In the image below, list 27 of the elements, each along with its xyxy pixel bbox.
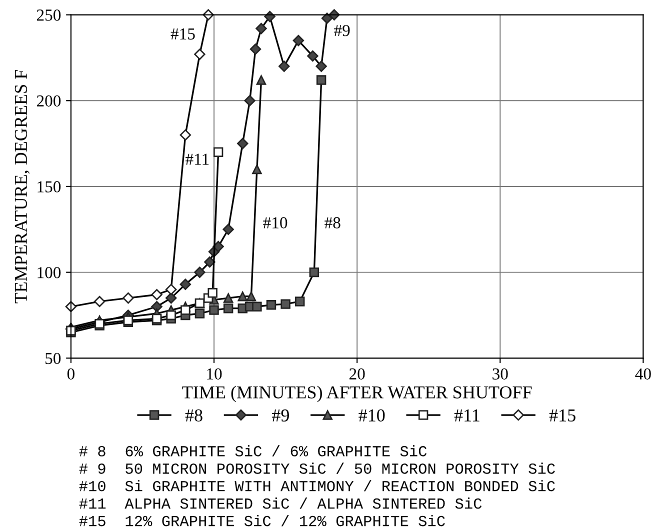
text: #15 12% GRAPHITE SiC / 12% GRAPHITE SiC <box>79 515 445 526</box>
legend-label: #10 <box>358 409 385 422</box>
legend-label: #9 <box>272 409 289 422</box>
text: #11 <box>186 154 209 165</box>
text: #10 Si GRAPHITE WITH ANTIMONY / REACTION BONDED SiC <box>79 480 555 492</box>
y-tick-label: 100 <box>38 267 61 278</box>
legend-label: #11 <box>454 409 480 422</box>
x-axis-title: TIME (MINUTES) AFTER WATER SHUTOFF <box>182 386 532 402</box>
x-tick-label: 20 <box>349 368 365 380</box>
text: # 9 50 MICRON POROSITY SiC / 50 MICRON POROSITY SiC <box>79 462 555 474</box>
legend-label: #8 <box>185 409 202 422</box>
text: #9 <box>334 24 350 36</box>
y-tick-label: 150 <box>38 181 61 192</box>
x-tick-label: 10 <box>207 368 222 380</box>
text: #15 <box>170 28 195 40</box>
y-axis-title: TEMPERATURE, DEGREES F <box>14 70 30 304</box>
y-tick-label: 200 <box>36 95 61 107</box>
text: #11 ALPHA SINTERED SiC / ALPHA SINTERED SiC <box>79 498 482 509</box>
text: # 8 6% GRAPHITE SiC / 6% GRAPHITE SiC <box>79 445 427 456</box>
y-tick-label: 50 <box>46 352 61 364</box>
legend-label: #15 <box>549 409 576 422</box>
y-tick-label: 250 <box>36 10 61 21</box>
x-tick-label: 40 <box>635 368 651 380</box>
text: #10 <box>263 217 288 228</box>
x-tick-label: 30 <box>492 368 508 380</box>
x-tick-label: 0 <box>67 368 74 380</box>
text: #8 <box>324 217 340 228</box>
